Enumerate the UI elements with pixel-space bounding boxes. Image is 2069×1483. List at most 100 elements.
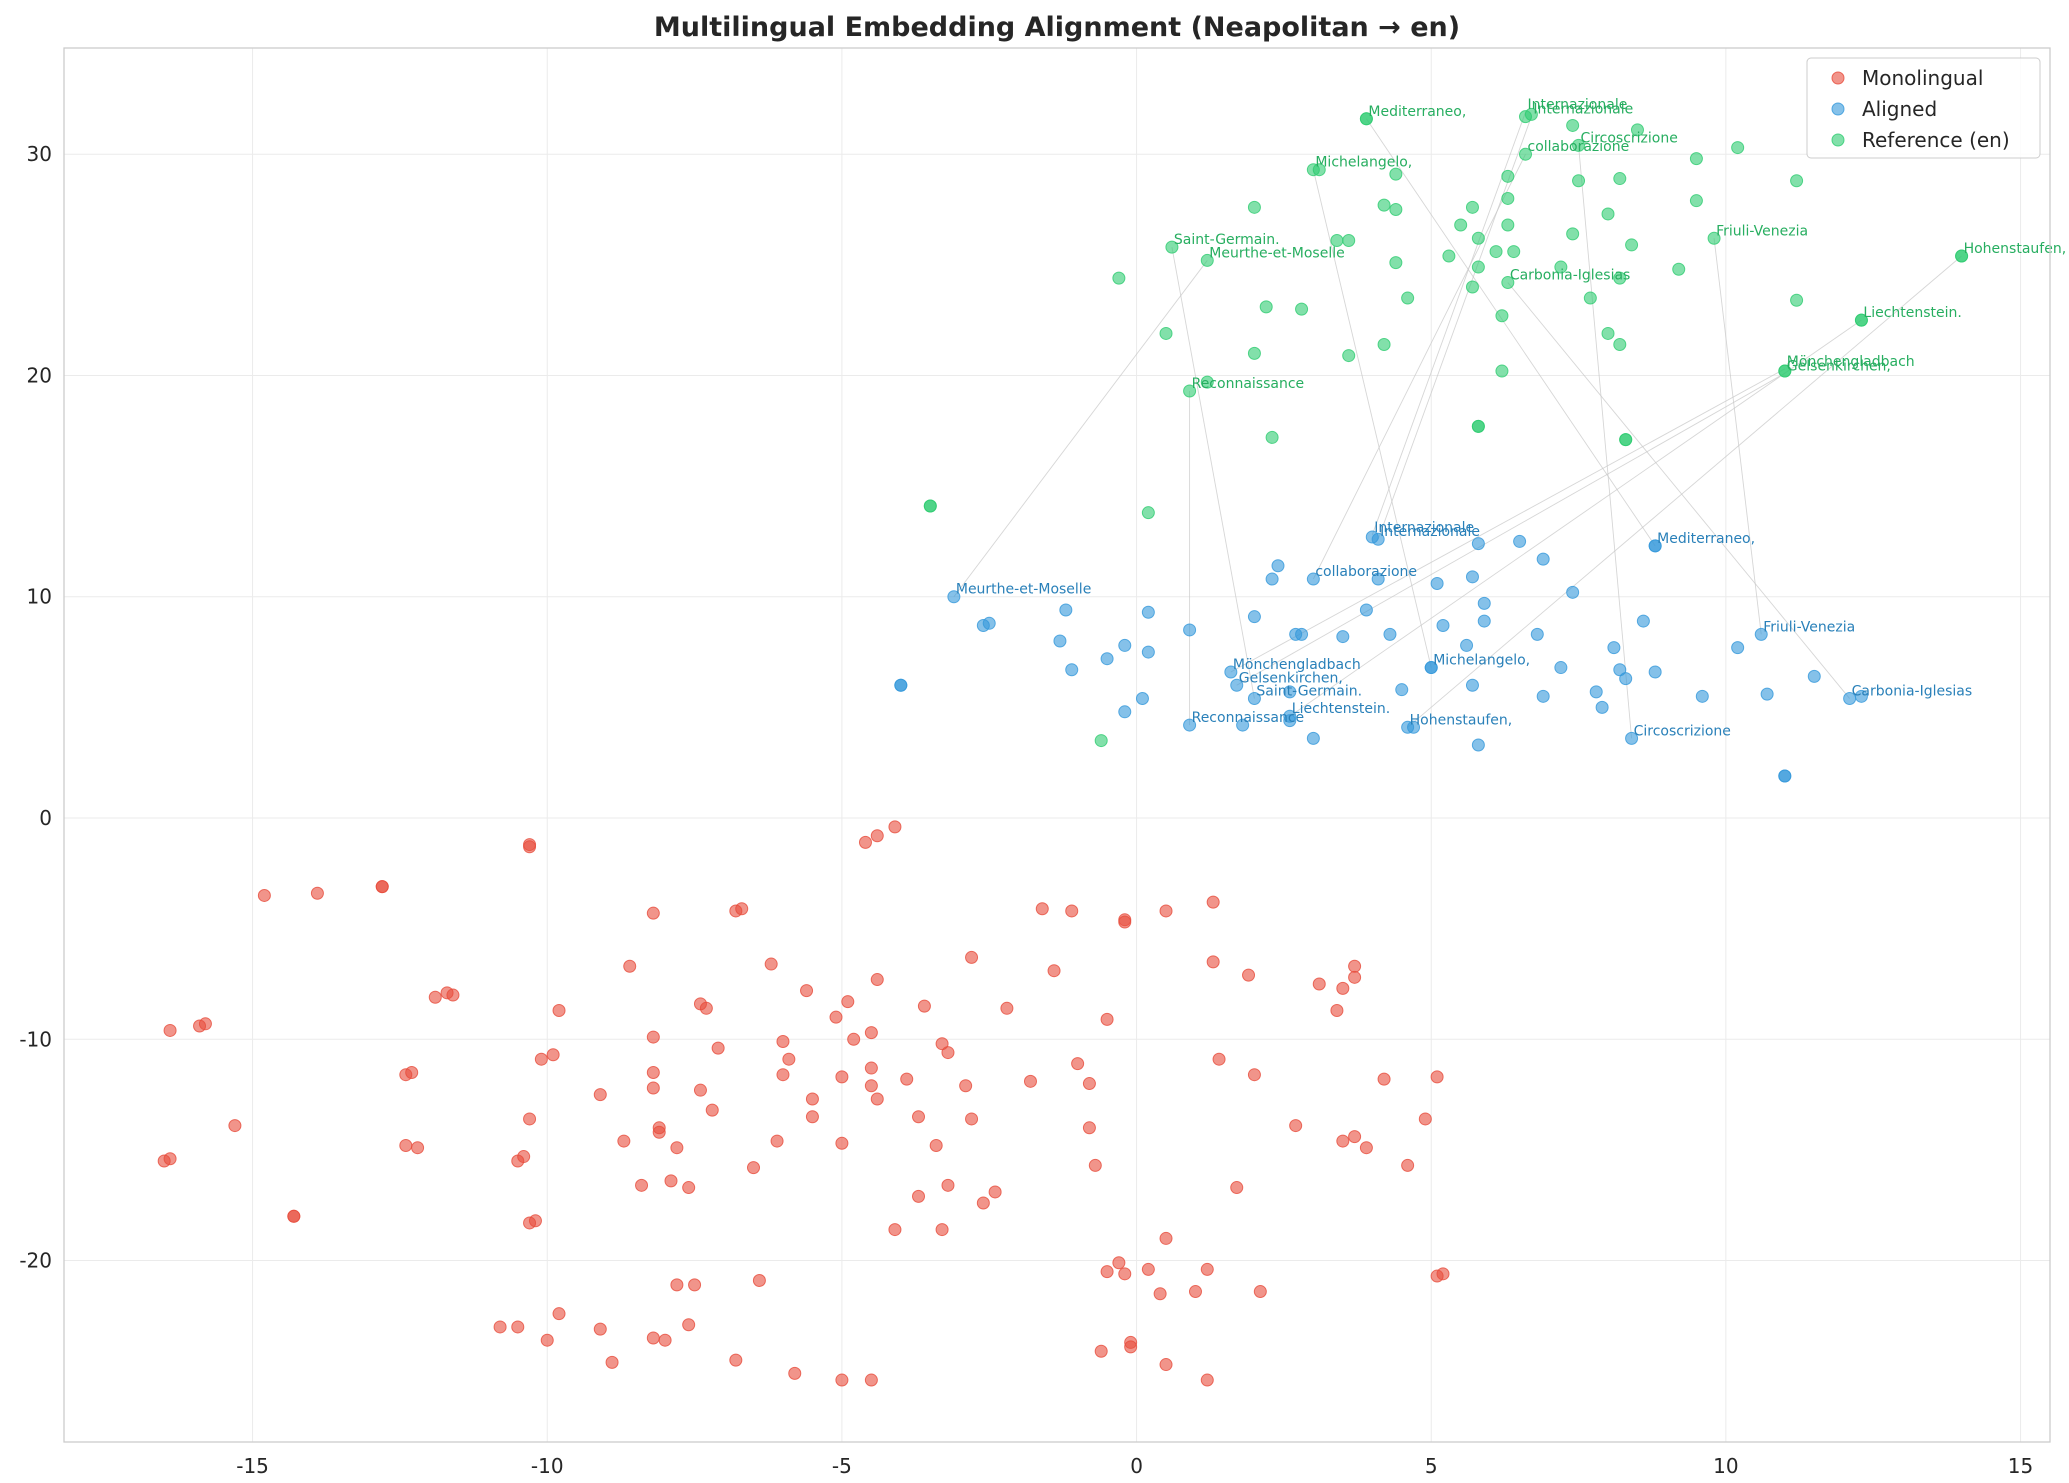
legend-label-aligned: Aligned [1862, 97, 1937, 121]
point-label: Meurthe-et-Moselle [956, 582, 1091, 598]
point-reference-en [1247, 200, 1261, 214]
point-label: Reconnaissance [1192, 710, 1305, 726]
point-aligned [1371, 572, 1385, 586]
point-aligned [1118, 705, 1132, 719]
point-monolingual [1336, 1134, 1350, 1148]
point-monolingual [941, 1046, 955, 1060]
point-monolingual [1035, 902, 1049, 916]
point-aligned [894, 678, 908, 692]
point-label: Gelsenkirchen, [1787, 358, 1891, 374]
alignment-connector [1507, 282, 1850, 699]
point-aligned [1695, 689, 1709, 703]
point-reference-en [1471, 419, 1485, 433]
point-aligned [1460, 638, 1474, 652]
point-monolingual [1100, 1012, 1114, 1026]
point-aligned [1589, 685, 1603, 699]
point-reference-en [1689, 152, 1703, 166]
point-monolingual [646, 1030, 660, 1044]
point-aligned [1265, 572, 1279, 586]
point-monolingual [1100, 1265, 1114, 1279]
point-aligned [1648, 539, 1662, 553]
point-monolingual [552, 1004, 566, 1018]
x-tick-label: 0 [1130, 1454, 1143, 1478]
point-reference-en [1583, 291, 1597, 305]
x-tick-label: 15 [2008, 1454, 2033, 1478]
point-monolingual [1418, 1112, 1432, 1126]
point-aligned [1807, 669, 1821, 683]
alignment-connector [1312, 154, 1526, 580]
point-reference-en [1389, 256, 1403, 270]
point-aligned [1247, 692, 1261, 706]
point-aligned [1141, 645, 1155, 659]
point-aligned [1613, 663, 1627, 677]
point-aligned [1648, 665, 1662, 679]
point-label: Friuli-Venezia [1763, 619, 1855, 635]
point-monolingual [1289, 1119, 1303, 1133]
point-monolingual [617, 1134, 631, 1148]
point-monolingual [935, 1037, 949, 1051]
point-reference-en [1601, 326, 1615, 340]
point-reference-en [1377, 198, 1391, 212]
point-monolingual [847, 1032, 861, 1046]
point-aligned [1236, 718, 1250, 732]
point-monolingual [623, 959, 637, 973]
point-monolingual [912, 1110, 926, 1124]
point-monolingual [864, 1373, 878, 1387]
point-monolingual [1200, 1262, 1214, 1276]
point-monolingual [652, 1125, 666, 1139]
point-monolingual [1206, 895, 1220, 909]
point-monolingual [805, 1110, 819, 1124]
point-label: Mediterraneo, [1368, 104, 1466, 120]
point-monolingual [1336, 981, 1350, 995]
point-monolingual [257, 888, 271, 902]
alignment-connector [1312, 169, 1432, 668]
legend-label-monolingual: Monolingual [1862, 66, 1983, 90]
point-label: Internazionale [1374, 520, 1474, 536]
point-monolingual [1348, 959, 1362, 973]
point-monolingual [593, 1088, 607, 1102]
point-reference-en [1200, 253, 1214, 267]
point-monolingual [965, 1112, 979, 1126]
point-reference-en [1183, 384, 1197, 398]
point-reference-en [1112, 271, 1126, 285]
point-aligned [1465, 570, 1479, 584]
point-monolingual [835, 1136, 849, 1150]
point-monolingual [163, 1023, 177, 1037]
point-label: Mönchengladbach [1233, 657, 1361, 673]
point-reference-en [1165, 240, 1179, 254]
x-tick-label: -5 [832, 1454, 852, 1478]
point-monolingual [976, 1196, 990, 1210]
point-monolingual [929, 1138, 943, 1152]
point-aligned [1477, 614, 1491, 628]
point-monolingual [635, 1178, 649, 1192]
point-aligned [1135, 692, 1149, 706]
point-monolingual [776, 1035, 790, 1049]
point-reference-en [1312, 163, 1326, 177]
point-aligned [1471, 738, 1485, 752]
point-reference-en [1501, 276, 1515, 290]
point-monolingual [540, 1333, 554, 1347]
point-monolingual [198, 1017, 212, 1031]
point-monolingual [1118, 915, 1132, 929]
alignment-connector [1377, 116, 1532, 540]
x-tick-label: -10 [531, 1454, 564, 1478]
point-reference-en [1159, 326, 1173, 340]
point-reference-en [1389, 203, 1403, 217]
point-monolingual [511, 1320, 525, 1334]
point-aligned [1566, 585, 1580, 599]
point-monolingual [870, 829, 884, 843]
point-label: Internazionale [1528, 97, 1628, 113]
point-reference-en [1778, 364, 1792, 378]
point-reference-en [1471, 260, 1485, 274]
point-monolingual [770, 1134, 784, 1148]
point-aligned [1430, 576, 1444, 590]
point-monolingual [1065, 904, 1079, 918]
point-monolingual [310, 886, 324, 900]
point-label: Meurthe-et-Moselle [1209, 245, 1344, 261]
point-aligned [982, 616, 996, 630]
point-monolingual [646, 906, 660, 920]
point-monolingual [682, 1318, 696, 1332]
point-label: Mediterraneo, [1657, 531, 1755, 547]
point-aligned [1371, 532, 1385, 546]
point-reference-en [1501, 169, 1515, 183]
